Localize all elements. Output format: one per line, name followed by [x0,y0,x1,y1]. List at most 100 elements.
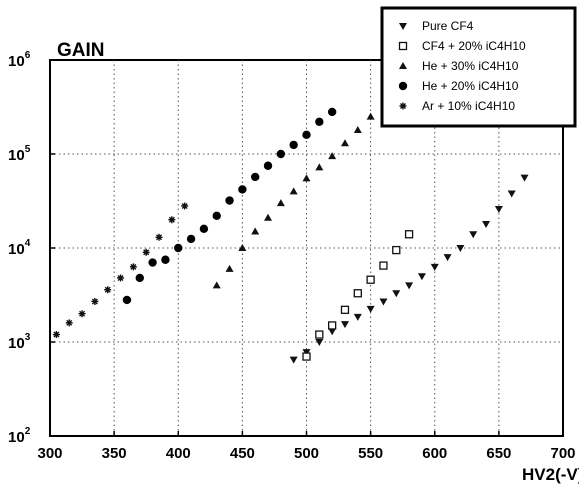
data-point-series-4 [174,243,183,253]
data-point-series-1 [392,290,401,298]
data-point-series-2 [327,321,337,330]
data-point-series-5 [78,310,86,318]
data-point-series-2 [366,275,375,284]
data-point-series-3 [302,174,311,182]
chart-title: GAIN [57,40,105,61]
data-point-series-1 [289,356,298,364]
data-point-series-3 [366,112,375,120]
data-point-series-3 [238,244,247,251]
x-tick-label: 550 [358,445,383,462]
data-point-series-4 [122,295,132,305]
data-point-series-5 [65,319,73,327]
legend-entry-label: He + 20% iC4H10 [422,79,519,93]
data-point-series-2 [392,245,401,255]
data-markers [52,107,529,364]
data-point-series-4 [251,172,260,182]
y-tick-label: 104 [8,238,31,258]
data-point-series-1 [353,313,362,321]
data-point-series-1 [379,298,388,306]
data-point-series-1 [494,205,503,213]
data-point-series-4 [212,211,221,221]
y-tick-label: 106 [8,50,31,70]
data-point-series-4 [289,140,298,150]
data-point-series-3 [276,199,285,207]
data-point-series-5 [168,216,176,224]
data-point-series-5 [142,248,150,256]
data-point-series-3 [353,126,362,134]
data-point-series-4 [148,258,157,267]
data-point-series-4 [302,130,311,140]
data-point-series-5 [117,274,125,282]
data-point-series-1 [443,254,452,262]
data-point-series-2 [315,330,324,339]
x-tick-label: 600 [422,445,447,462]
x-tick-label: 500 [294,445,319,462]
data-point-series-1 [456,245,465,252]
data-point-series-2 [302,352,311,361]
data-point-series-3 [225,264,234,272]
data-point-series-1 [328,328,337,336]
legend-entry-label: He + 30% iC4H10 [422,59,519,73]
legend-marker-4 [398,81,408,91]
data-point-series-3 [315,163,324,171]
data-point-series-4 [199,224,209,234]
legend-entry-label: CF4 + 20% iC4H10 [422,39,526,53]
data-point-series-1 [366,305,375,313]
x-tick-label: 450 [230,445,255,462]
y-tick-label: 102 [8,426,31,446]
data-point-series-1 [405,282,414,290]
data-point-series-4 [186,234,196,244]
legend-marker-1 [399,23,407,30]
data-point-series-4 [135,273,144,283]
y-tick-label: 103 [8,332,31,352]
data-point-series-3 [340,139,349,147]
data-point-series-3 [289,187,298,195]
data-point-series-1 [469,231,478,239]
data-point-series-1 [430,263,439,271]
data-point-series-5 [155,233,163,241]
data-point-series-4 [276,149,286,159]
x-tick-label: 300 [37,445,62,462]
grid-layer [50,60,563,436]
data-point-series-4 [263,161,273,170]
data-point-series-5 [129,263,137,271]
x-axis-label: HV2(-V) [522,465,579,484]
data-point-series-3 [251,227,260,235]
y-tick-label: 105 [8,144,31,164]
data-point-series-1 [482,221,491,229]
legend-entry-label: Pure CF4 [422,19,474,33]
x-tick-label: 700 [550,445,575,462]
data-point-series-4 [327,107,337,117]
legend: Pure CF4 CF4 + 20% iC4H10 He + 30% iC4H10 H… [380,6,577,128]
legend-marker-3 [399,62,407,69]
data-point-series-3 [212,281,221,289]
legend-box [380,6,577,128]
data-point-series-3 [264,213,273,221]
legend-entry-label: Ar + 10% iC4H10 [422,99,515,113]
data-point-series-5 [181,202,189,210]
data-point-series-5 [91,297,99,305]
x-tick-label: 650 [486,445,511,462]
y-tick-labels: 102 103 104 105 106 [8,50,55,446]
data-point-series-4 [161,255,170,264]
data-point-series-2 [353,289,362,298]
data-point-series-5 [52,331,60,339]
legend-items: Pure CF4 CF4 + 20% iC4H10 He + 30% iC4H10 H… [398,19,526,113]
data-point-series-1 [417,273,426,281]
data-point-series-2 [379,261,388,270]
data-point-series-3 [328,152,337,160]
data-point-series-1 [507,190,516,198]
data-point-series-1 [520,174,529,182]
legend-marker-5 [399,102,407,110]
data-point-series-4 [238,185,247,194]
data-point-series-1 [340,321,349,329]
data-point-series-1 [315,339,324,346]
x-tick-label: 350 [102,445,127,462]
legend-marker-2 [398,41,408,51]
data-point-series-2 [340,305,350,314]
data-point-series-4 [315,117,324,127]
x-tick-labels: 300 350 400 450 500 550 600 650 700 [37,431,576,462]
data-point-series-5 [104,286,112,294]
x-tick-label: 400 [166,445,191,462]
